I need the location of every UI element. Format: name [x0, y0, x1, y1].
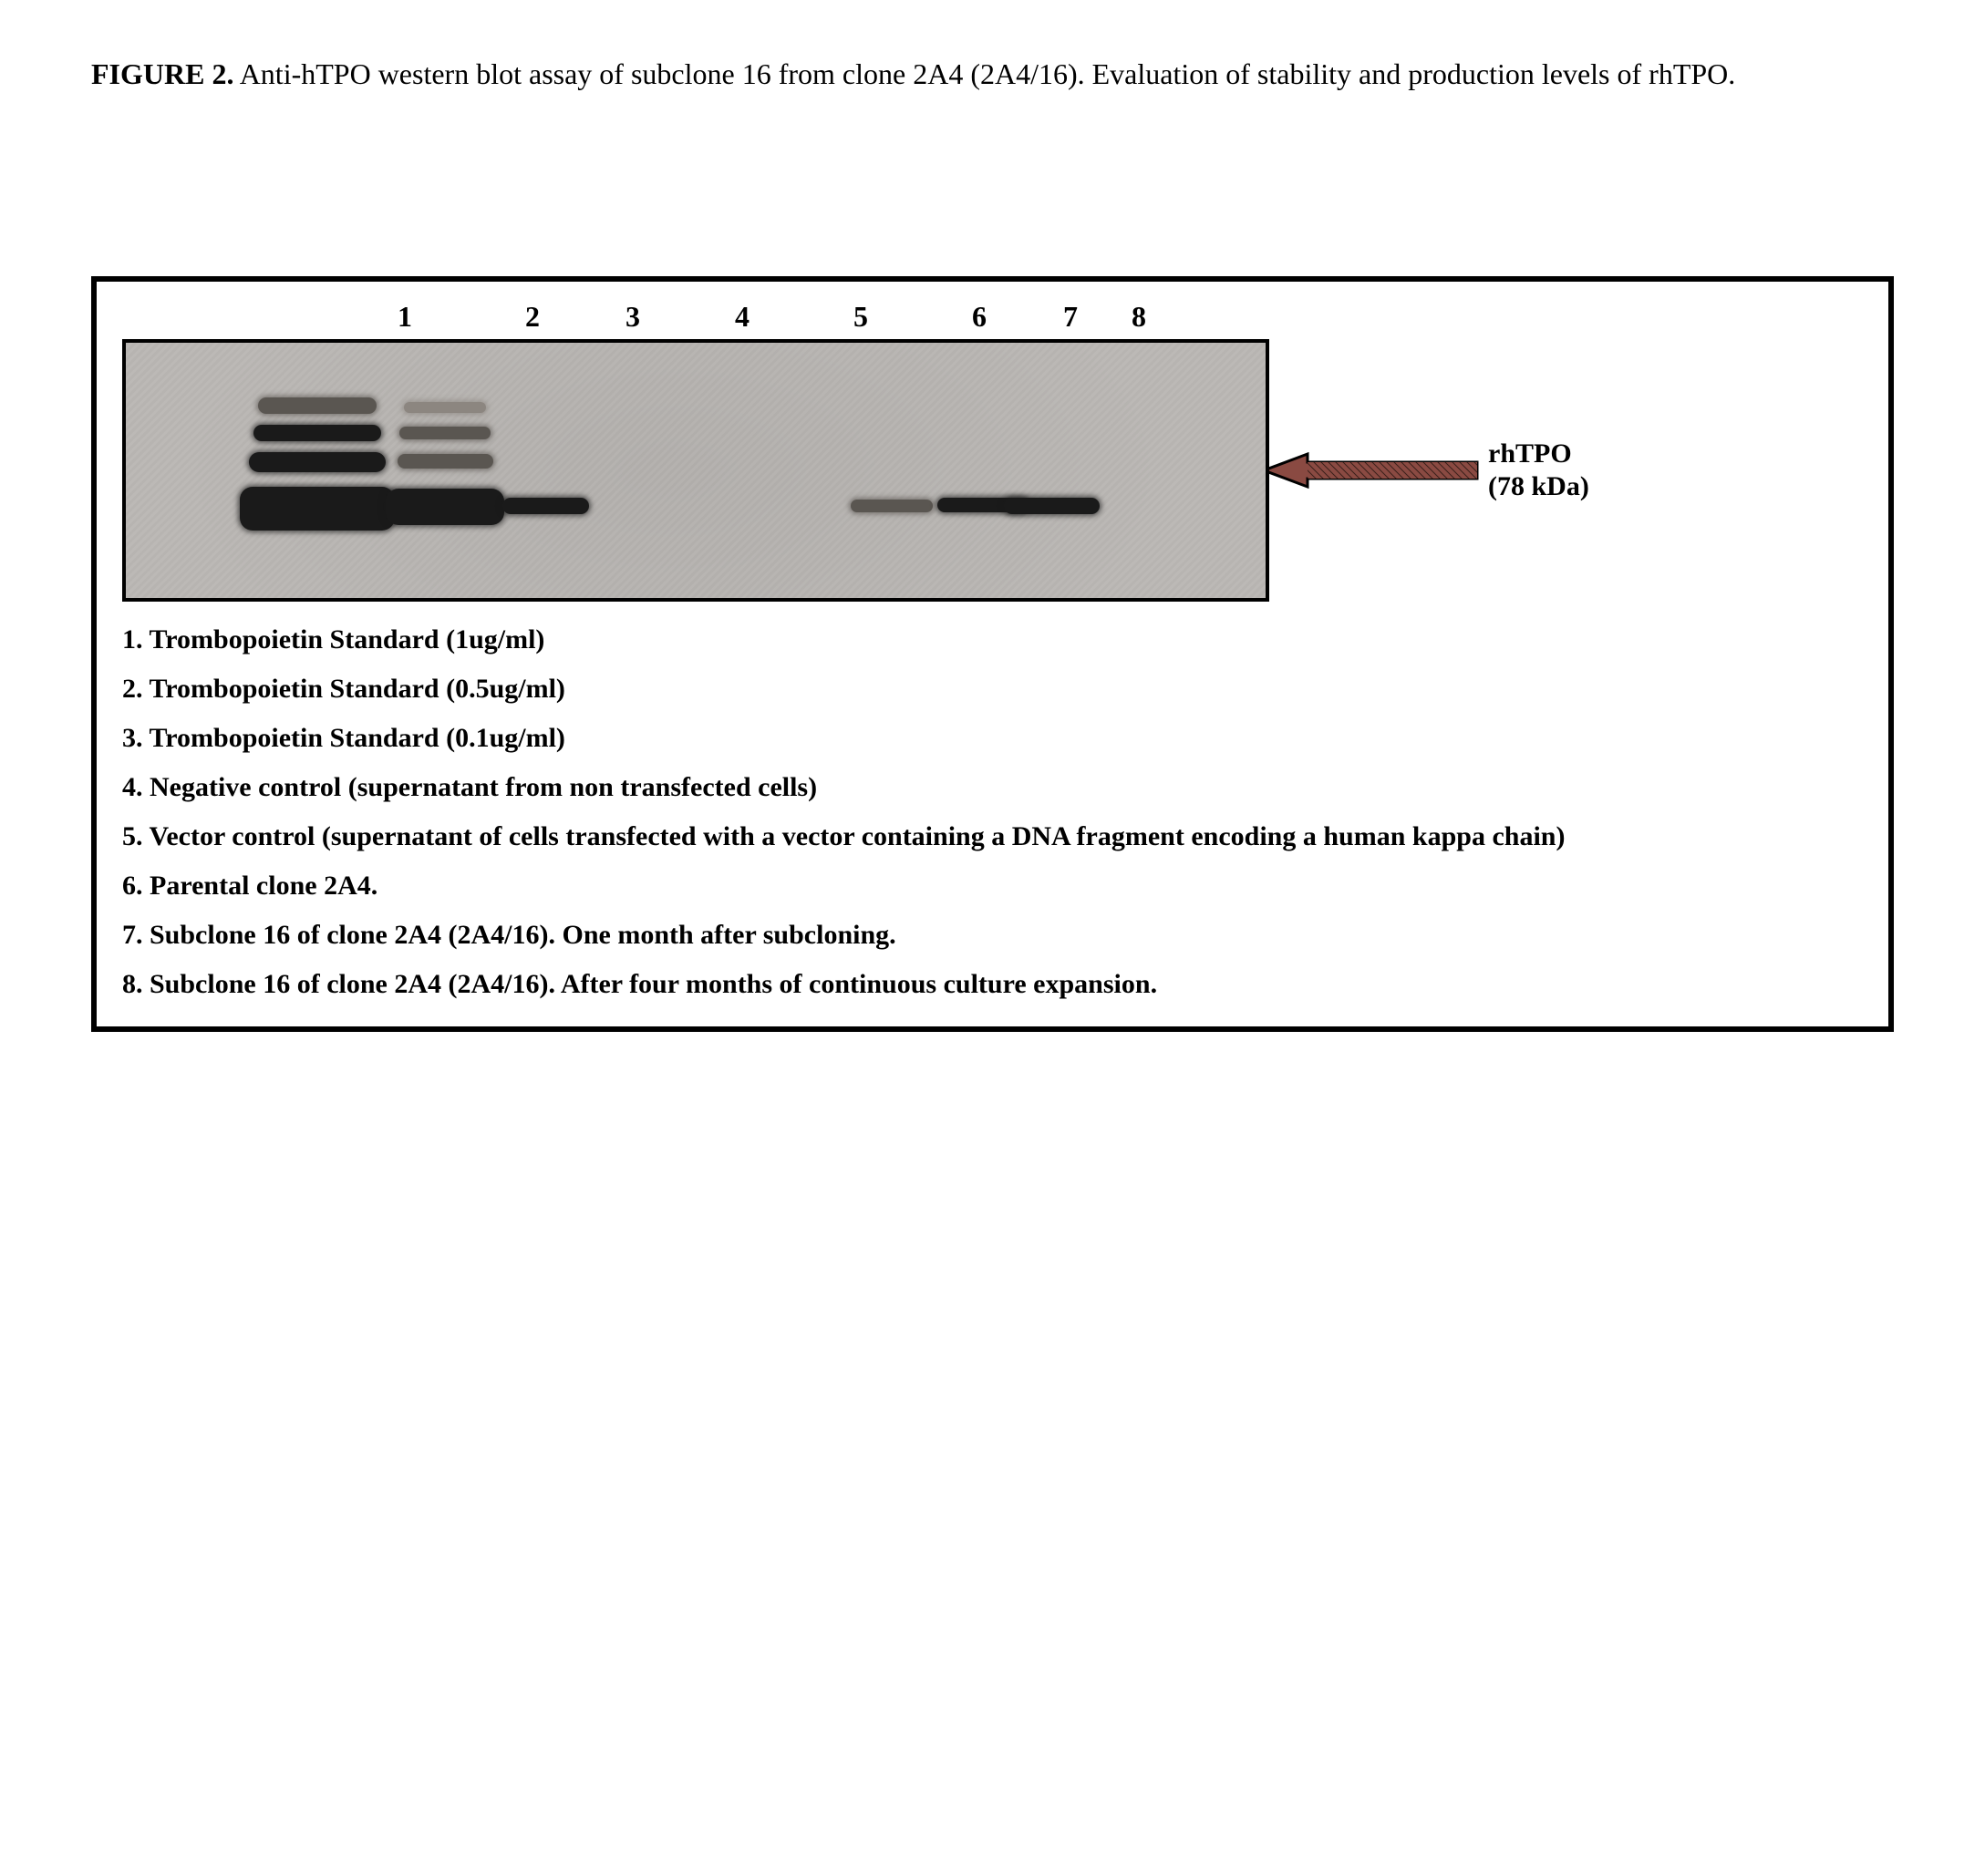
legend-item: 3. Trombopoietin Standard (0.1ug/ml)	[122, 722, 1863, 755]
legend-item: 8. Subclone 16 of clone 2A4 (2A4/16). Af…	[122, 968, 1863, 1001]
lane-number: 6	[937, 300, 1021, 334]
lane-number: 7	[1040, 300, 1101, 334]
legend-item: 5. Vector control (supernatant of cells …	[122, 820, 1863, 853]
western-blot-image	[122, 339, 1269, 602]
figure-box: 1 2345678 rhTPO (78 kDa) 1. Trombopoietin…	[91, 276, 1894, 1032]
lane-number: 1	[363, 300, 447, 334]
blot-band	[398, 454, 493, 469]
lane-number: 3	[591, 300, 675, 334]
legend-item: 6. Parental clone 2A4.	[122, 870, 1863, 902]
blot-band	[404, 402, 486, 413]
lane-number: 5	[814, 300, 907, 334]
blot-row: rhTPO (78 kDa)	[122, 339, 1863, 602]
blot-band	[386, 489, 504, 525]
figure-caption: FIGURE 2. Anti-hTPO western blot assay o…	[91, 55, 1894, 94]
legend-item: 2. Trombopoietin Standard (0.5ug/ml)	[122, 673, 1863, 706]
blot-band	[851, 500, 933, 512]
arrow-label-top: rhTPO	[1488, 438, 1589, 470]
lane-number: 4	[696, 300, 789, 334]
blot-band	[258, 397, 377, 414]
figure-caption-text: Anti-hTPO western blot assay of subclone…	[240, 57, 1736, 90]
blot-band	[249, 452, 386, 472]
blot-band	[399, 427, 491, 439]
rhTPO-arrow-wrap: rhTPO (78 kDa)	[1264, 438, 1589, 503]
blot-band	[240, 487, 395, 531]
blot-band	[253, 425, 381, 441]
arrow-label-bottom: (78 kDa)	[1488, 470, 1589, 503]
figure-caption-label: FIGURE 2.	[91, 57, 233, 90]
blot-band	[1004, 498, 1100, 514]
lane-number: 8	[1109, 300, 1169, 334]
lane-number: 2	[491, 300, 574, 334]
legend-item: 4. Negative control (supernatant from no…	[122, 771, 1863, 804]
lane-numbers-row: 1 2345678	[122, 300, 1863, 334]
legend-item: 7. Subclone 16 of clone 2A4 (2A4/16). On…	[122, 919, 1863, 952]
arrow-left-icon	[1264, 448, 1483, 492]
arrow-label: rhTPO (78 kDa)	[1488, 438, 1589, 503]
blot-band	[502, 498, 589, 514]
legend-list: 1. Trombopoietin Standard (1ug/ml) 2. Tro…	[122, 624, 1863, 1001]
legend-item: 1. Trombopoietin Standard (1ug/ml)	[122, 624, 1863, 656]
